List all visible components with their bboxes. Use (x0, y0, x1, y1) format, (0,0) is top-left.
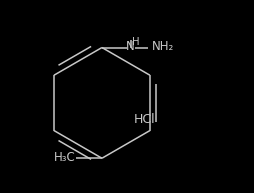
Text: HCl: HCl (133, 113, 155, 126)
Text: N: N (126, 40, 135, 53)
Text: H: H (131, 36, 139, 47)
Text: H₃C: H₃C (53, 151, 75, 164)
Text: NH₂: NH₂ (151, 40, 173, 53)
